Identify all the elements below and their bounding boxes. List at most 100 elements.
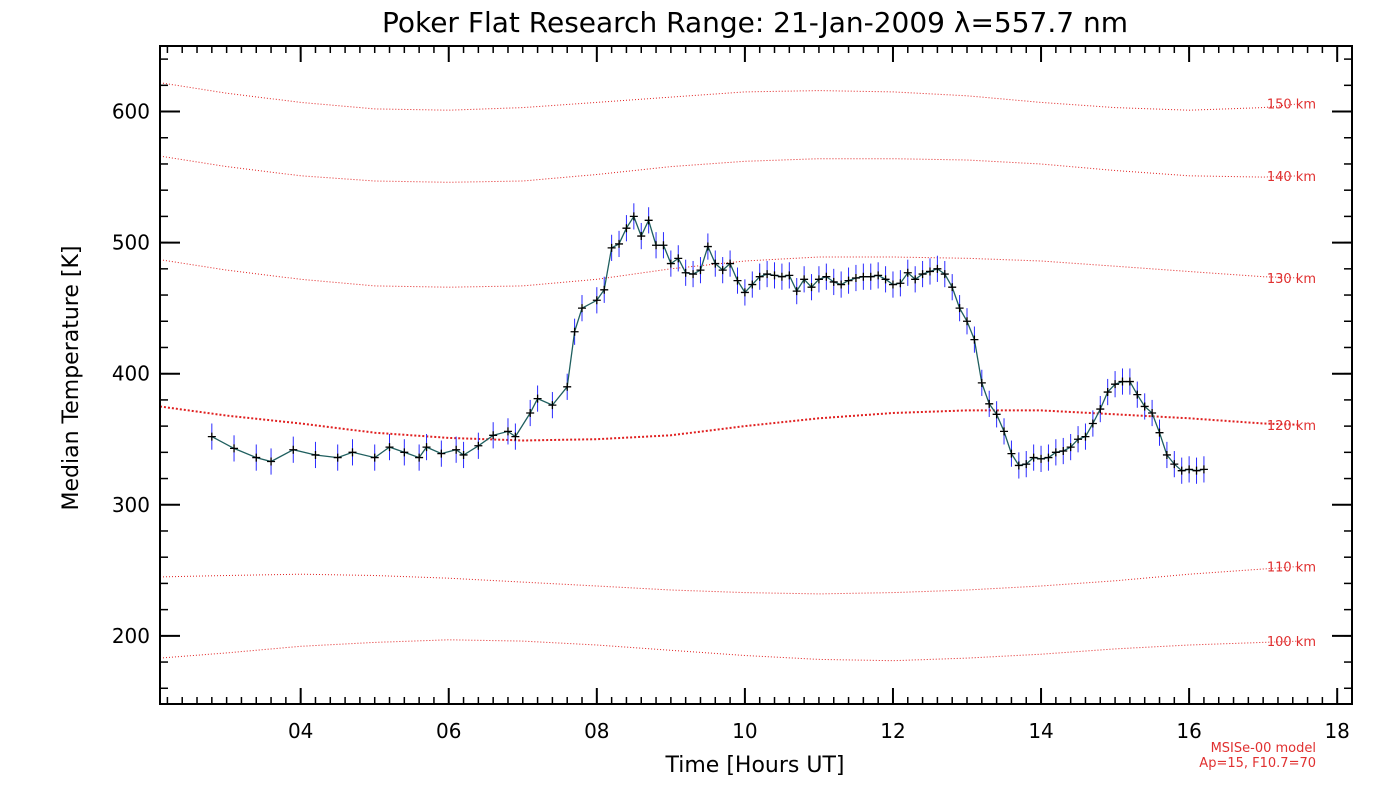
data-point bbox=[385, 443, 394, 452]
data-point bbox=[963, 317, 972, 326]
data-point bbox=[1170, 460, 1179, 469]
data-point bbox=[807, 283, 816, 292]
data-point bbox=[1037, 454, 1046, 463]
data-point bbox=[400, 448, 409, 457]
data-point bbox=[844, 276, 853, 285]
data-point bbox=[933, 264, 942, 273]
data-point bbox=[422, 443, 431, 452]
data-point bbox=[607, 243, 616, 252]
y-tick-label: 600 bbox=[112, 100, 150, 124]
y-tick-label: 300 bbox=[112, 493, 150, 517]
data-point bbox=[696, 266, 705, 275]
data-point bbox=[881, 275, 890, 284]
data-point bbox=[1096, 405, 1105, 414]
data-point bbox=[955, 304, 964, 313]
data-point bbox=[970, 335, 979, 344]
data-point bbox=[1199, 465, 1208, 474]
data-point bbox=[563, 382, 572, 391]
data-point bbox=[600, 285, 609, 294]
data-point bbox=[348, 448, 357, 457]
data-point bbox=[459, 450, 468, 459]
data-point bbox=[1192, 466, 1201, 475]
data-point bbox=[659, 241, 668, 250]
y-axis-label: Median Temperature [K] bbox=[59, 246, 84, 511]
data-point bbox=[1014, 461, 1023, 470]
data-point bbox=[703, 242, 712, 251]
data-point bbox=[785, 271, 794, 280]
y-tick-label: 500 bbox=[112, 231, 150, 255]
x-tick-label: 16 bbox=[1176, 719, 1201, 743]
x-tick-label: 18 bbox=[1324, 719, 1349, 743]
data-point bbox=[230, 444, 239, 453]
data-point bbox=[918, 270, 927, 279]
data-point bbox=[452, 445, 461, 454]
model-note-line2: Ap=15, F10.7=70 bbox=[1199, 756, 1316, 771]
data-point bbox=[1051, 448, 1060, 457]
data-point bbox=[415, 453, 424, 462]
data-point bbox=[748, 280, 757, 289]
data-point bbox=[903, 268, 912, 277]
data-point bbox=[1162, 450, 1171, 459]
data-point bbox=[874, 271, 883, 280]
data-point bbox=[777, 272, 786, 281]
data-point bbox=[822, 272, 831, 281]
data-point bbox=[437, 449, 446, 458]
data-point bbox=[615, 239, 624, 248]
plot-frame bbox=[159, 45, 1353, 705]
data-point bbox=[1007, 449, 1016, 458]
x-tick-label: 14 bbox=[1028, 719, 1053, 743]
data-point bbox=[1118, 377, 1127, 386]
data-point bbox=[800, 275, 809, 284]
data-point bbox=[267, 457, 276, 466]
plot-axes: 04 06 08 10 12 14 16 18 200 300 400 500 600 bbox=[112, 45, 1353, 743]
data-point bbox=[770, 271, 779, 280]
model-curves: 100 km 110 km 120 km 130 km 140 km 150 km bbox=[159, 82, 1316, 662]
data-point bbox=[1177, 466, 1186, 475]
model-curve-label: 110 km bbox=[1267, 560, 1316, 575]
x-tick-label: 12 bbox=[880, 719, 905, 743]
x-tick-label: 08 bbox=[584, 719, 609, 743]
model-curve-110-km bbox=[159, 565, 1301, 595]
data-point bbox=[851, 274, 860, 283]
data-point bbox=[866, 272, 875, 281]
data-point bbox=[1081, 432, 1090, 441]
data-point bbox=[674, 254, 683, 263]
x-tick-label: 10 bbox=[732, 719, 757, 743]
data-point bbox=[1066, 443, 1075, 452]
x-tick-label: 06 bbox=[436, 719, 461, 743]
data-point bbox=[1140, 402, 1149, 411]
data-point bbox=[718, 266, 727, 275]
y-tick-label: 400 bbox=[112, 362, 150, 386]
data-point bbox=[592, 296, 601, 305]
x-axis-label: Time [Hours UT] bbox=[665, 753, 845, 778]
data-point bbox=[370, 453, 379, 462]
data-point bbox=[948, 283, 957, 292]
model-note-line1: MSISe-00 model bbox=[1211, 741, 1316, 756]
data-point bbox=[711, 259, 720, 268]
data-point bbox=[1044, 453, 1053, 462]
measurement-series bbox=[207, 0, 1208, 484]
data-point bbox=[1133, 390, 1142, 399]
model-curve-label: 100 km bbox=[1267, 635, 1316, 650]
data-point bbox=[1185, 465, 1194, 474]
data-point bbox=[1029, 453, 1038, 462]
x-tick-label: 04 bbox=[288, 719, 313, 743]
data-point bbox=[207, 432, 216, 441]
data-point bbox=[533, 394, 542, 403]
data-point bbox=[629, 212, 638, 221]
data-point bbox=[311, 450, 320, 459]
data-point bbox=[940, 270, 949, 279]
model-curve-label: 140 km bbox=[1267, 170, 1316, 185]
data-point bbox=[474, 441, 483, 450]
model-curve-label: 150 km bbox=[1267, 98, 1316, 113]
data-point bbox=[992, 410, 1001, 419]
data-point bbox=[252, 453, 261, 462]
data-point bbox=[1125, 377, 1134, 386]
data-point bbox=[333, 453, 342, 462]
data-point bbox=[763, 270, 772, 279]
data-point bbox=[1155, 428, 1164, 437]
model-curve-130-km bbox=[159, 256, 1301, 288]
data-point bbox=[578, 304, 587, 313]
